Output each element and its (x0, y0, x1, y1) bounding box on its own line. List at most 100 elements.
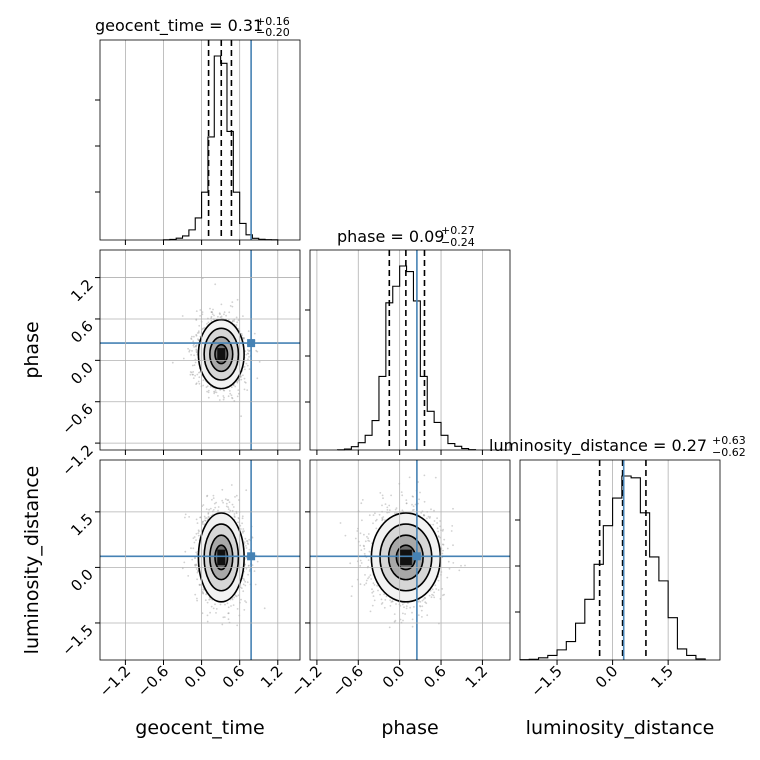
sample-point (359, 559, 362, 562)
sample-point (247, 573, 250, 576)
sample-point (344, 534, 347, 537)
sample-point (202, 379, 205, 382)
sample-point (244, 584, 247, 587)
sample-point (363, 545, 365, 548)
sample-point (228, 311, 231, 314)
sample-point (223, 389, 226, 392)
sample-point (371, 588, 373, 591)
sample-point (195, 350, 198, 353)
sample-point (192, 373, 194, 376)
sample-point (246, 389, 249, 391)
sample-point (206, 601, 209, 604)
sample-point (393, 613, 396, 615)
sample-point (394, 512, 396, 514)
sample-point (379, 593, 381, 596)
density-peak (399, 549, 412, 566)
sample-point (209, 598, 212, 600)
sample-point (443, 593, 445, 596)
sample-point (351, 585, 354, 588)
ylabel-phase: phase (21, 321, 43, 378)
sample-point (237, 389, 240, 391)
sample-point (242, 337, 245, 340)
sample-point (448, 567, 451, 570)
sample-point (183, 561, 186, 564)
sample-point (350, 595, 353, 597)
sample-point (188, 349, 191, 352)
sample-point (242, 315, 244, 317)
sample-point (190, 338, 193, 340)
contour-line (197, 512, 245, 603)
sample-point (231, 320, 234, 323)
grid-1-1 (316, 250, 483, 450)
sample-point (371, 591, 374, 594)
sample-point (389, 599, 392, 601)
sample-point (246, 540, 248, 542)
sample-point (245, 362, 248, 365)
sample-point (227, 606, 230, 609)
sample-point (421, 599, 424, 602)
sample-point (189, 373, 192, 376)
sample-point (240, 333, 243, 335)
sample-point (228, 390, 231, 392)
truth-marker (247, 339, 256, 348)
sample-point (197, 380, 200, 383)
sample-point (428, 594, 431, 597)
sample-point (196, 351, 198, 354)
sample-point (407, 602, 409, 604)
sample-point (246, 364, 249, 367)
title-luminosity-distance-minus: −0.62 (712, 446, 746, 459)
sample-point (236, 298, 239, 301)
sample-point (374, 512, 376, 515)
panel-frame-geocent-time-vs-phase (99, 249, 301, 451)
sample-point (224, 603, 226, 606)
sample-point (248, 548, 251, 551)
xtick-label-phase: −1.2 (287, 662, 325, 700)
sample-point (244, 537, 247, 540)
sample-point (214, 389, 217, 391)
sample-point (207, 391, 210, 394)
sample-point (237, 392, 240, 395)
sample-point (388, 504, 391, 507)
sample-point (215, 612, 217, 614)
sample-point (435, 588, 438, 590)
sample-point (405, 607, 408, 610)
sample-point (367, 539, 370, 542)
sample-point (432, 523, 435, 526)
sample-point (401, 603, 404, 606)
sample-point (381, 518, 384, 521)
xtick-label-phase: 0.6 (420, 662, 450, 692)
sample-point (204, 599, 207, 602)
sample-point (419, 491, 421, 494)
ylabel-luminosity-distance: luminosity_distance (21, 466, 43, 655)
sample-point (395, 507, 398, 509)
xlabel-phase: phase (381, 717, 438, 739)
sample-point (245, 545, 247, 547)
sample-point (403, 606, 405, 609)
sample-point (246, 581, 249, 584)
sample-point (431, 588, 434, 591)
sample-point (210, 311, 213, 313)
sample-point (243, 609, 246, 611)
sample-point (363, 547, 366, 550)
sample-point (199, 516, 202, 519)
sample-point (205, 508, 208, 510)
sample-point (237, 319, 240, 322)
sample-point (194, 345, 197, 348)
sample-point (194, 557, 196, 559)
sample-point (381, 517, 383, 519)
sample-point (256, 560, 259, 563)
sample-point (349, 562, 352, 565)
sample-point (190, 371, 193, 374)
sample-point (191, 335, 193, 338)
sample-point (207, 396, 210, 399)
sample-point (247, 330, 250, 332)
sample-point (206, 495, 208, 498)
sample-point (365, 579, 368, 582)
sample-point (422, 514, 425, 517)
xtick-label-geocent-time: 0.0 (181, 662, 211, 692)
sample-point (201, 311, 204, 313)
sample-point (236, 321, 239, 324)
ytick-label-luminosity-distance: 1.5 (67, 510, 97, 540)
sample-point (419, 600, 422, 603)
